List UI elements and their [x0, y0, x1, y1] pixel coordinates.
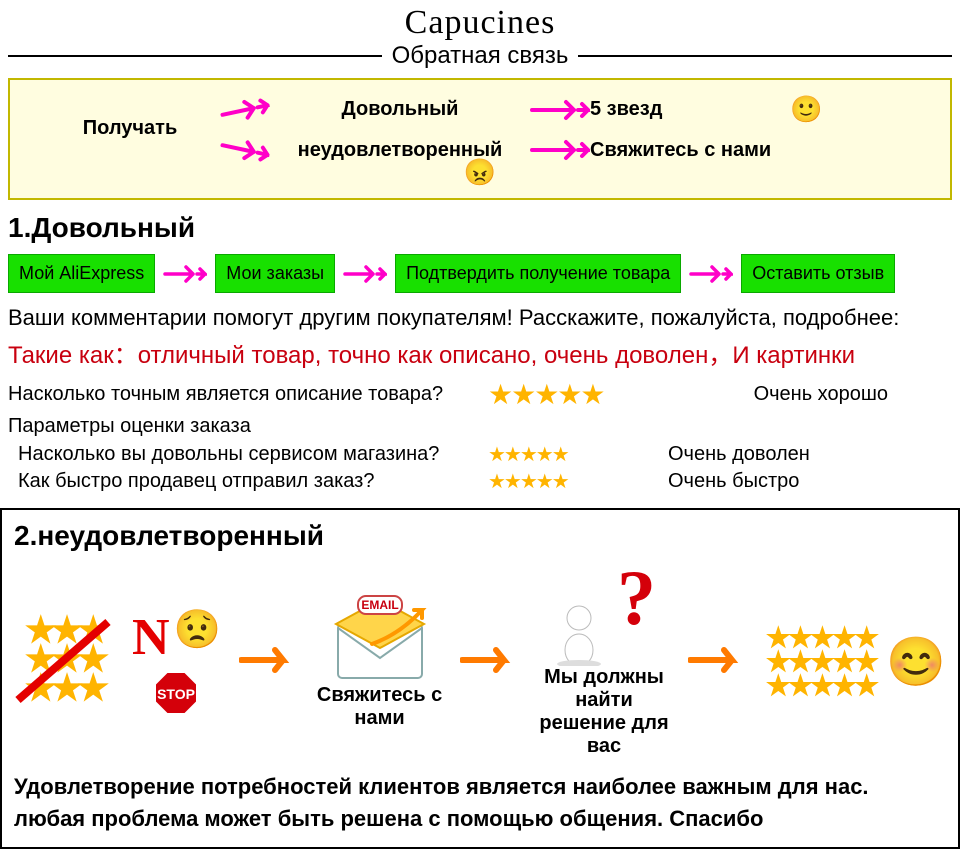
stars-icon: ★★★★★ — [488, 442, 668, 467]
satisfied-section: 1.Довольный Мой AliExpress Мои заказы По… — [8, 208, 952, 494]
no-stars-node: ★★★★★★★★★ — [14, 616, 114, 708]
unsatisfied-flow: ★★★★★★★★★ N 😟 STOP EMAIL — [14, 566, 946, 758]
rating-question: Насколько вы довольны сервисом магазина? — [8, 443, 488, 466]
rating-label: Очень хорошо — [668, 383, 888, 406]
step-button[interactable]: Мои заказы — [215, 254, 335, 293]
unsatisfied-title: 2.неудовлетворенный — [14, 516, 946, 556]
brand-title: Capucines — [0, 4, 960, 42]
question-label: Мы должны найти решение для вас — [538, 666, 669, 758]
arrow-icon — [163, 263, 207, 285]
svg-text:?: ? — [617, 566, 656, 641]
divider-right — [578, 55, 952, 57]
email-icon: EMAIL — [320, 594, 440, 684]
arrow-icon — [343, 263, 387, 285]
flow-receive: Получать — [40, 117, 220, 140]
subtitle: Обратная связь — [392, 42, 569, 70]
stars-icon: ★★★★★ — [488, 469, 668, 494]
smile-icon: 🙂 — [790, 94, 850, 125]
rating-label: Очень доволен — [668, 443, 888, 466]
stop-icon: STOP — [152, 669, 200, 717]
feedback-flow-box: Получать Довольный 5 звезд 🙂 неудовлетво… — [8, 78, 952, 200]
question-icon: ? — [549, 566, 659, 666]
rating-row: Как быстро продавец отправил заказ? ★★★★… — [8, 469, 952, 494]
stars-icon: ★★★★★ — [488, 378, 668, 411]
email-label: Свяжитесь с нами — [317, 684, 442, 730]
arrow-icon — [460, 645, 520, 680]
rating-label: Очень быстро — [668, 470, 888, 493]
arrow-icon — [218, 92, 272, 128]
subtitle-row: Обратная связь — [0, 42, 960, 70]
comment-example: Такие как：отличный товар, точно как опис… — [8, 335, 952, 370]
arrow-icon — [530, 137, 590, 163]
sad-icon: 😟 — [174, 608, 221, 652]
comment-prompt: Ваши комментарии помогут другим покупате… — [8, 305, 952, 331]
sad-icon: 😠 — [464, 157, 496, 187]
satisfied-steps: Мой AliExpress Мои заказы Подтвердить по… — [8, 254, 952, 293]
rating-row: Насколько вы довольны сервисом магазина?… — [8, 442, 952, 467]
arrow-icon — [239, 645, 299, 680]
email-node: EMAIL Свяжитесь с нами — [317, 594, 442, 730]
satisfied-title: 1.Довольный — [8, 208, 952, 248]
arrow-icon — [689, 263, 733, 285]
step-button[interactable]: Мой AliExpress — [8, 254, 155, 293]
flow-satisfied: Довольный — [270, 98, 530, 121]
crossed-stars-icon: ★★★★★★★★★ — [14, 616, 114, 708]
divider-left — [8, 55, 382, 57]
header: Capucines Обратная связь — [0, 0, 960, 70]
svg-text:STOP: STOP — [158, 686, 196, 702]
unsatisfied-section: 2.неудовлетворенный ★★★★★★★★★ N 😟 STOP — [0, 508, 960, 849]
flow-contact: Свяжитесь с нами — [590, 139, 790, 162]
rating-question: Насколько точным является описание товар… — [8, 383, 488, 406]
step-button[interactable]: Оставить отзыв — [741, 254, 895, 293]
footer-blurb-1: Удовлетворение потребностей клиентов явл… — [14, 772, 946, 802]
feedback-flow: Получать Довольный 5 звезд 🙂 неудовлетво… — [40, 94, 920, 163]
ratings-subheader: Параметры оценки заказа — [8, 415, 952, 438]
question-node: ? Мы должны найти решение для вас — [538, 566, 669, 758]
stars-block-icon: ★★★★★★★★★★★★★★★ — [766, 626, 877, 697]
footer-blurb-2: любая проблема может быть решена с помощ… — [14, 804, 946, 834]
step-button[interactable]: Подтвердить получение товара — [395, 254, 681, 293]
rating-question: Как быстро продавец отправил заказ? — [8, 470, 488, 493]
arrow-icon — [688, 645, 748, 680]
arrow-icon — [530, 97, 590, 123]
flow-5stars: 5 звезд — [590, 98, 790, 121]
smile-icon: 😊 — [886, 633, 946, 690]
result-stars-node: ★★★★★★★★★★★★★★★ 😊 — [766, 626, 946, 697]
rating-row: Насколько точным является описание товар… — [8, 378, 952, 411]
svg-text:EMAIL: EMAIL — [361, 598, 398, 612]
sad-emoji-row: 😠 — [40, 157, 920, 188]
letter-n-icon: N — [132, 608, 170, 667]
no-badge: N 😟 STOP — [132, 608, 221, 717]
